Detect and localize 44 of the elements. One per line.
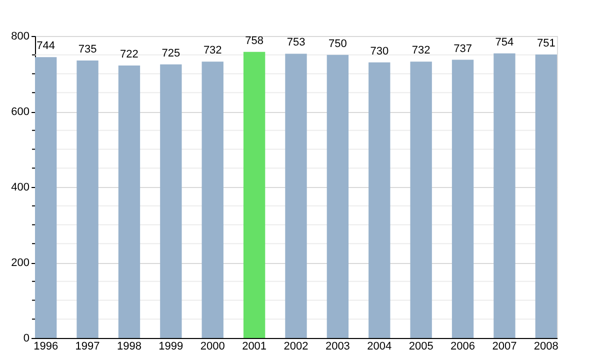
data-label: 753 xyxy=(286,36,306,49)
data-label: 754 xyxy=(495,36,514,48)
bar xyxy=(160,64,182,338)
data-label: 732 xyxy=(203,44,222,57)
x-tick-label: 2003 xyxy=(325,340,350,350)
data-label: 758 xyxy=(245,34,264,47)
x-tick-label: 1996 xyxy=(34,340,58,350)
x-tick-label: 2004 xyxy=(367,340,392,350)
y-tick-label: 400 xyxy=(11,182,30,194)
bar xyxy=(118,65,140,338)
bar xyxy=(368,62,390,338)
bar xyxy=(326,54,349,338)
x-tick-label: 2000 xyxy=(200,340,225,350)
x-tick-label: 2006 xyxy=(450,340,476,350)
data-label: 751 xyxy=(536,38,556,50)
x-tick-label: 2007 xyxy=(492,340,517,350)
data-label: 725 xyxy=(162,47,180,60)
y-tick-label: 800 xyxy=(11,30,30,42)
x-tick-label: 2008 xyxy=(534,340,558,350)
data-label: 750 xyxy=(328,38,347,50)
x-tick-label: 2001 xyxy=(242,340,267,350)
y-tick-label: 200 xyxy=(11,257,30,269)
x-tick-label: 2002 xyxy=(284,340,308,350)
y-tick-label: 0 xyxy=(23,332,30,344)
x-tick-label: 1999 xyxy=(158,340,184,350)
bar xyxy=(494,53,516,338)
data-label: 732 xyxy=(412,44,430,57)
x-tick-label: 2005 xyxy=(408,340,434,350)
x-tick-label: 1997 xyxy=(75,340,100,350)
bar xyxy=(535,54,557,338)
x-tick-label: 1998 xyxy=(116,340,142,350)
data-label: 737 xyxy=(454,42,472,55)
bar xyxy=(35,57,57,338)
data-label: 744 xyxy=(36,40,56,52)
y-tick-label: 600 xyxy=(11,106,30,118)
data-label: 722 xyxy=(120,48,138,60)
data-label: 730 xyxy=(370,45,389,58)
bar xyxy=(76,60,98,338)
bar xyxy=(202,62,224,338)
bar xyxy=(285,54,307,338)
data-label: 735 xyxy=(78,44,97,56)
bar xyxy=(410,62,432,338)
bar xyxy=(243,52,266,338)
bar xyxy=(452,60,474,338)
